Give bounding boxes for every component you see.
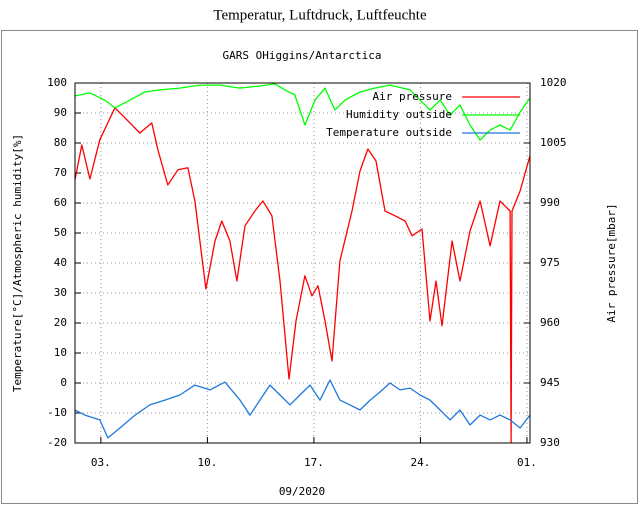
x-tick-label: 01. <box>517 456 537 469</box>
y-tick-label: 90 <box>54 106 67 119</box>
x-tick-label: 17. <box>304 456 324 469</box>
y-tick-label: 0 <box>60 376 67 389</box>
y-tick-label: 100 <box>47 76 67 89</box>
y-tick-label: 70 <box>54 166 67 179</box>
y-tick-label: 40 <box>54 256 67 269</box>
y2-axis-label: Air pressure[mbar] <box>605 203 618 322</box>
y2-tick-label: 990 <box>540 196 560 209</box>
series-line <box>75 107 530 443</box>
frame <box>1 30 638 504</box>
y-tick-label: 60 <box>54 196 67 209</box>
y-tick-label: 80 <box>54 136 67 149</box>
y2-tick-label: 1020 <box>540 76 567 89</box>
y-axis-label: Temperature[°C]/Atmospheric humidity[%] <box>11 134 24 392</box>
x-tick-label: 10. <box>197 456 217 469</box>
series-line <box>75 379 530 439</box>
y-tick-label: 20 <box>54 316 67 329</box>
y2-tick-label: 975 <box>540 256 560 269</box>
y-tick-label: -10 <box>47 406 67 419</box>
y2-tick-label: 945 <box>540 376 560 389</box>
y-tick-label: -20 <box>47 436 67 449</box>
y-tick-label: 30 <box>54 286 67 299</box>
y-tick-label: 50 <box>54 226 67 239</box>
x-axis-label: 09/2020 <box>279 485 325 498</box>
chart-title: GARS OHiggins/Antarctica <box>223 49 382 62</box>
y2-tick-label: 930 <box>540 436 560 449</box>
plot-border <box>74 82 531 444</box>
x-tick-label: 03. <box>91 456 111 469</box>
legend-label: Humidity outside <box>346 108 452 121</box>
legend-label: Air pressure <box>373 90 452 103</box>
y2-tick-label: 1005 <box>540 136 567 149</box>
y-tick-label: 10 <box>54 346 67 359</box>
x-tick-label: 24. <box>410 456 430 469</box>
page-header: Temperatur, Luftdruck, Luftfeuchte <box>213 7 427 23</box>
legend-label: Temperature outside <box>326 126 452 139</box>
y2-tick-label: 960 <box>540 316 560 329</box>
series-line <box>75 83 530 141</box>
